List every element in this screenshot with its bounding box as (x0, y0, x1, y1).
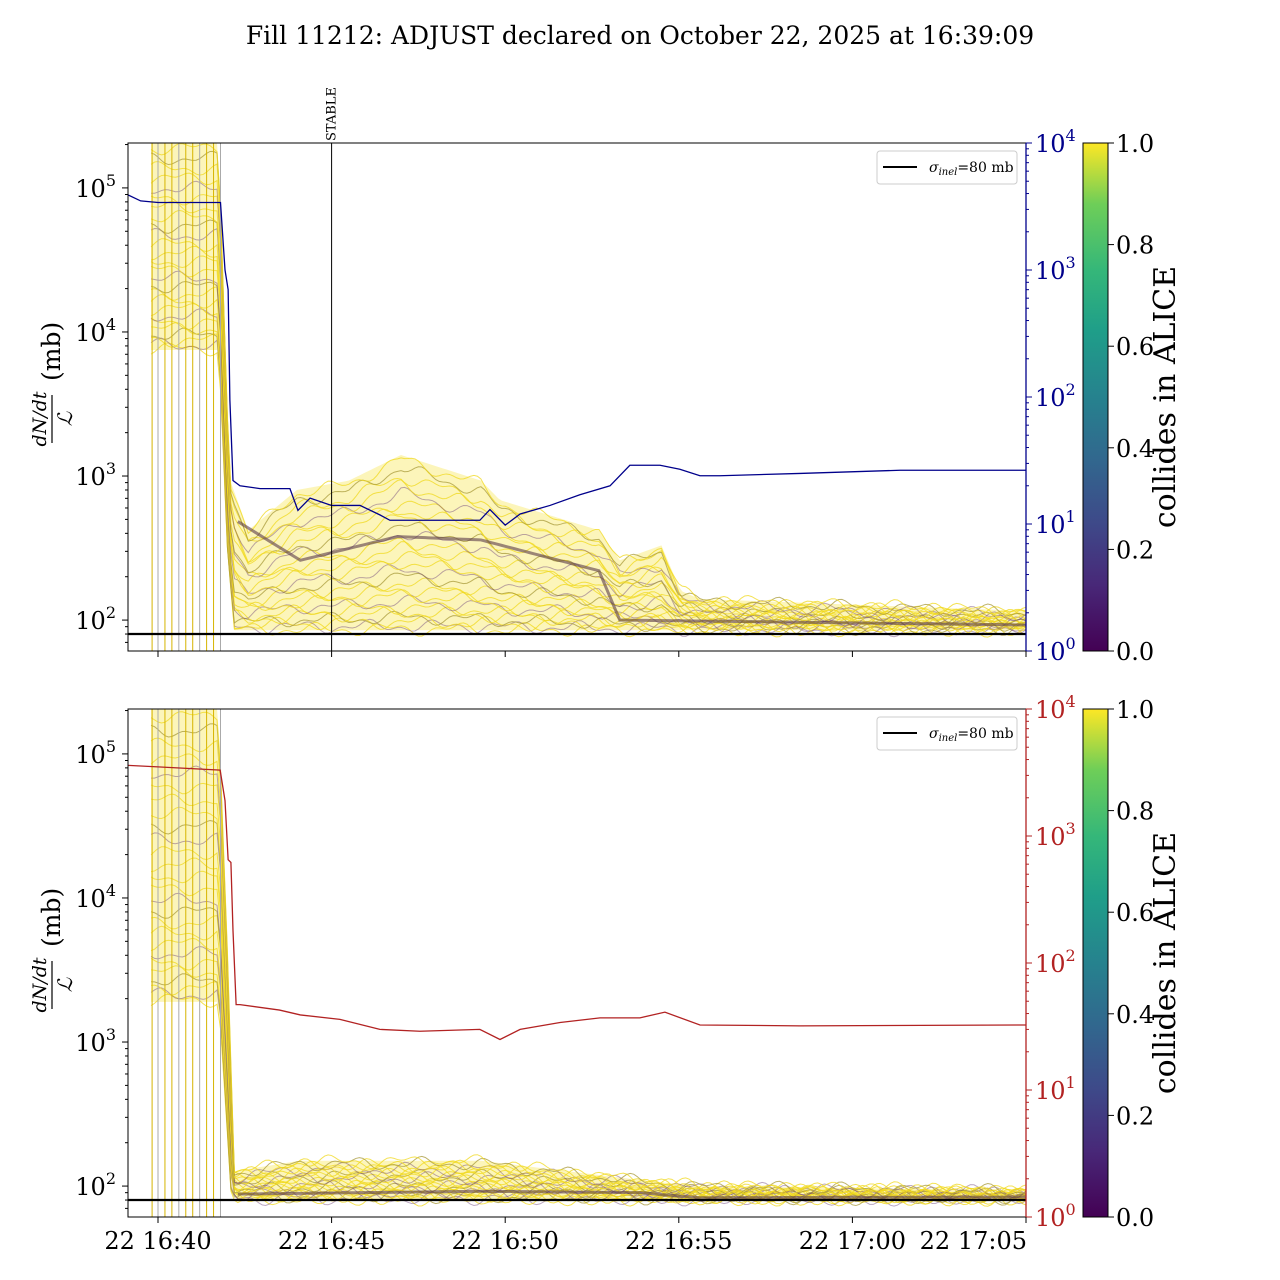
colorbar-bottom (1082, 708, 1109, 1218)
bunch-line (150, 782, 1026, 1200)
right-axis-series-bottom (128, 764, 1026, 1041)
y-tick-label: 104 (75, 881, 116, 913)
bunch-line (150, 160, 1026, 619)
y2-tick-label: 103 (1035, 819, 1076, 851)
bunch-line (150, 723, 1026, 1198)
colorbar-tick-label: 1.0 (1116, 696, 1154, 724)
y-tick-label: 105 (75, 737, 116, 769)
colorbar-tick-label: 0.4 (1116, 1001, 1154, 1029)
colorbar-tick-label: 0.4 (1116, 435, 1154, 463)
bunch-line (150, 194, 1026, 624)
bunch-line (150, 317, 1026, 636)
bunch-line (150, 846, 1026, 1202)
bunch-line (150, 245, 1026, 628)
chart-title: Fill 11212: ADJUST declared on October 2… (246, 21, 1034, 50)
bunch-line (150, 793, 1026, 1200)
x-tick-label: 22 16:45 (278, 1227, 385, 1255)
bunch-line (150, 293, 1026, 632)
colorbar-top (1082, 142, 1109, 652)
stable-marker-label: STABLE (325, 87, 340, 141)
colorbar-tick-label: 0.0 (1116, 1204, 1154, 1232)
bunch-line (150, 870, 1026, 1203)
right-axis-series-top (128, 194, 1026, 526)
y-label-denominator: ℒ (53, 411, 77, 426)
y-axis-label-bottom: dN/dt ℒ (mb) (29, 888, 77, 1013)
x-tick-label: 22 17:05 (920, 1227, 1027, 1255)
bunch-line (150, 915, 1026, 1204)
x-tick-label: 22 17:00 (799, 1227, 906, 1255)
y-label-unit: (mb) (37, 322, 66, 381)
y2-tick-label: 103 (1035, 253, 1076, 285)
y2-tick-label: 101 (1035, 1073, 1076, 1105)
bunch-line (150, 820, 1026, 1201)
colorbar-tick-label: 0.2 (1116, 536, 1154, 564)
y2-tick-label: 100 (1035, 634, 1076, 666)
y-tick-label: 103 (75, 1025, 116, 1057)
colorbar-label: collides in ALICE (1148, 266, 1183, 528)
legend (876, 150, 1018, 185)
x-tick-label: 22 16:50 (452, 1227, 559, 1255)
bunch-line (150, 737, 1026, 1198)
y-axis-label-top: dN/dt ℒ (mb) (29, 322, 77, 447)
colorbar-tick-label: 0.8 (1116, 232, 1154, 260)
bunch-line (151, 765, 1026, 1199)
bunch-line (150, 857, 1026, 1203)
y-tick-label: 102 (75, 603, 116, 635)
y-tick-label: 103 (75, 459, 116, 491)
colorbar-tick-label: 0.2 (1116, 1102, 1154, 1130)
bunch-line (150, 303, 1026, 634)
legend-label: σinel=80 mb (929, 160, 1014, 178)
bunch-line (150, 806, 1026, 1201)
bunch-line (150, 884, 1026, 1204)
y-tick-label: 102 (75, 1169, 116, 1201)
band-envelope (151, 709, 1026, 1200)
bunch-line (150, 711, 1026, 1198)
colorbar-tick-label: 0.6 (1116, 333, 1154, 361)
band-envelope (151, 143, 1026, 631)
x-tick-label: 22 16:55 (625, 1227, 732, 1255)
bunch-line (150, 925, 1026, 1205)
band-dark-core (237, 520, 1026, 627)
bunch-line (151, 322, 1026, 636)
y2-tick-label: 102 (1035, 380, 1076, 412)
bunch-line (150, 143, 1026, 618)
colorbar-tick-label: 0.8 (1116, 798, 1154, 826)
bunch-line (150, 892, 1026, 1203)
y-label-denominator: ℒ (53, 977, 77, 992)
legend (876, 716, 1018, 751)
y-tick-label: 104 (75, 315, 116, 347)
plot-area-bottom (128, 709, 1026, 1217)
y2-tick-label: 102 (1035, 946, 1076, 978)
axes-frame-bottom (127, 708, 1027, 1218)
y2-tick-label: 104 (1035, 126, 1076, 158)
x-tick-label: 22 16:40 (104, 1227, 211, 1255)
y-tick-label: 105 (75, 171, 116, 203)
bunch-line (150, 200, 1026, 623)
colorbar-tick-label: 1.0 (1116, 130, 1154, 158)
bunch-line (150, 753, 1026, 1199)
y2-tick-label: 101 (1035, 507, 1076, 539)
bunch-line (150, 832, 1026, 1201)
band-dark-core (237, 1189, 1026, 1200)
bunch-line (150, 906, 1026, 1205)
bunch-line (151, 180, 1026, 622)
colorbar-tick-label: 0.6 (1116, 899, 1154, 927)
y2-tick-label: 104 (1035, 692, 1076, 724)
legend-label: σinel=80 mb (929, 726, 1014, 744)
colorbar-tick-label: 0.0 (1116, 638, 1154, 666)
y-label-numerator: dN/dt (29, 957, 51, 1012)
plot-area-top (128, 143, 1026, 651)
y-label-numerator: dN/dt (29, 391, 51, 446)
y-label-unit: (mb) (37, 888, 66, 947)
y2-tick-label: 100 (1035, 1200, 1076, 1232)
colorbar-label: collides in ALICE (1148, 832, 1183, 1094)
